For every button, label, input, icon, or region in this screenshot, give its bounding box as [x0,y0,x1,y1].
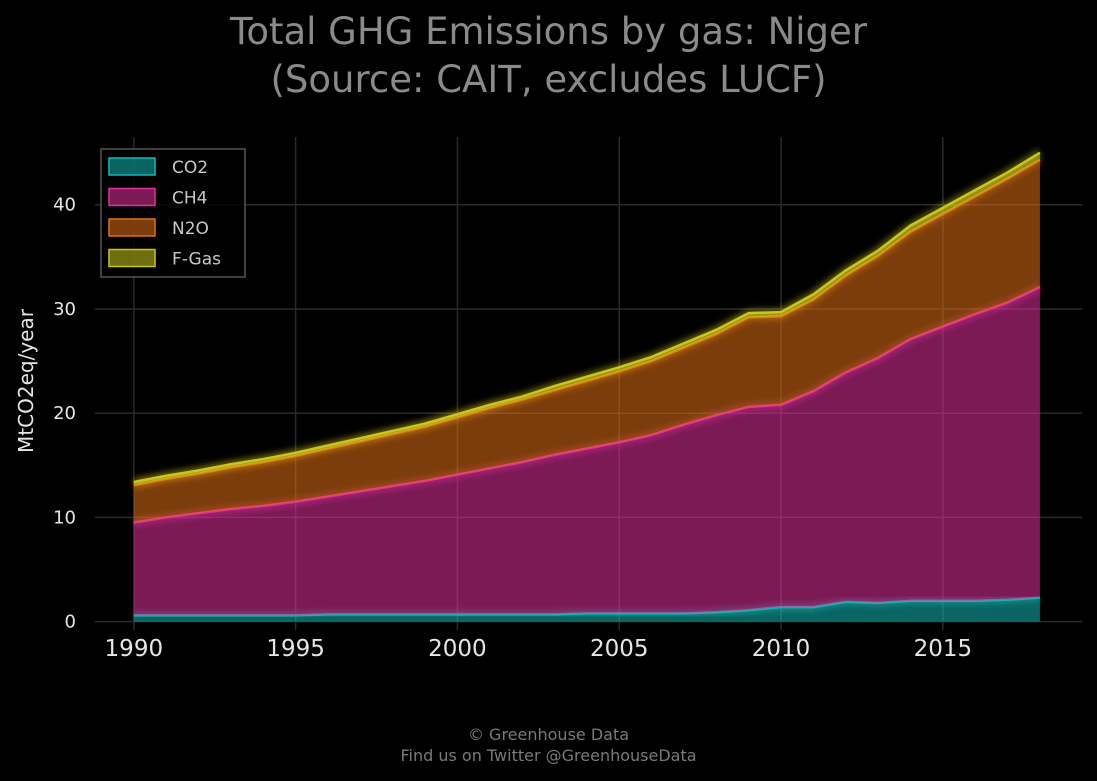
x-tick-label: 2000 [428,636,487,662]
legend: CO2 CH4 N2O F-Gas [100,148,246,278]
x-tick-label: 2005 [590,636,649,662]
chart-title-line-1: Total GHG Emissions by gas: Niger [230,10,867,53]
legend-swatch-n2o [108,218,156,237]
y-tick-label: 10 [53,507,76,528]
legend-label-ch4: CH4 [172,189,207,209]
x-tick-label: 2010 [752,636,811,662]
area-n2o [133,159,1040,523]
area-series [132,148,1043,622]
legend-label-f-gas: F-Gas [172,250,221,270]
y-axis-label: MtCO2eq/year [14,308,38,453]
y-tick-label: 40 [53,195,76,216]
chart-title-line-2: (Source: CAIT, excludes LUCF) [270,58,827,101]
credit-copyright: © Greenhouse Data [467,725,630,744]
legend-label-n2o: N2O [172,219,209,239]
line-f-gas [133,151,1041,484]
y-tick-label: 20 [53,403,76,424]
x-tick-label: 1990 [105,636,164,662]
x-tick-label: 2015 [914,636,973,662]
legend-swatch-ch4 [108,187,156,207]
legend-swatch-co2 [108,157,156,176]
legend-swatch-f-gas [108,248,156,268]
axes: 1990 1995 2000 2005 2010 2015 0 10 20 30 40 [53,195,972,662]
credit-twitter: Find us on Twitter @GreenhouseData [400,746,697,765]
y-tick-label: 30 [53,299,76,320]
y-tick-label: 0 [65,612,76,633]
x-tick-label: 1995 [266,636,325,662]
legend-label-co2: CO2 [172,158,208,178]
